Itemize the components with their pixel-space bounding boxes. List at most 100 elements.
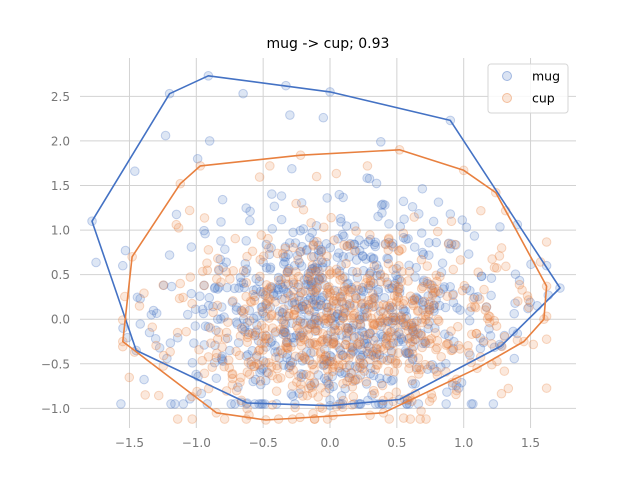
data-point-mug [294,258,305,268]
data-point-cup [311,318,322,329]
data-point-mug [314,320,325,330]
data-point-cup [315,383,326,393]
data-point-cup [407,344,417,355]
data-point-mug [417,247,428,258]
data-point-mug [270,340,280,351]
data-point-mug [448,343,459,354]
data-point-mug [346,368,357,379]
data-point-mug [166,399,176,409]
data-point-cup [302,324,313,335]
data-point-mug [342,279,352,289]
data-point-mug [445,282,455,292]
data-point-cup [365,275,376,286]
data-point-mug [443,238,454,249]
data-point-cup [205,323,216,333]
data-point-cup [517,285,527,295]
data-point-mug [309,306,319,317]
data-point-cup [363,302,374,313]
data-point-cup [322,288,333,298]
data-point-cup [433,286,444,296]
data-point-cup [330,325,341,336]
data-point-mug [248,376,258,387]
data-point-cup [491,321,502,331]
data-point-cup [405,291,416,301]
data-point-mug [523,303,533,314]
data-point-cup [280,243,291,254]
data-point-mug [296,330,307,341]
data-point-cup [317,273,328,284]
data-point-cup [429,283,440,294]
data-point-mug [349,239,359,249]
data-point-mug [318,262,328,272]
data-point-cup [280,279,291,289]
data-point-mug [296,372,307,383]
data-point-cup [199,368,210,379]
data-point-mug [222,282,232,293]
data-point-mug [120,245,131,256]
data-point-mug [436,362,446,372]
data-point-cup [275,324,286,335]
data-point-mug [317,292,328,303]
data-point-mug [314,274,324,285]
data-point-mug [280,242,291,252]
data-point-mug [328,381,339,392]
data-point-mug [356,326,367,336]
data-point-mug [329,337,339,348]
data-point-cup [371,360,382,370]
data-point-cup [393,348,404,358]
data-point-cup [242,403,252,414]
data-point-cup [499,332,510,342]
data-point-cup [259,338,270,348]
data-point-mug [451,380,462,391]
data-point-mug [396,334,407,345]
data-point-cup [294,291,304,302]
data-point-mug [319,291,329,301]
data-point-mug [280,257,290,267]
data-point-cup [455,255,466,265]
data-point-cup [275,373,286,383]
data-point-cup [312,282,323,293]
data-point-mug [338,251,349,262]
data-point-cup [267,370,277,381]
data-point-mug [164,250,175,260]
data-point-cup [474,294,485,304]
data-point-mug [361,254,371,264]
data-point-mug [172,332,183,343]
data-point-cup [401,321,412,331]
data-point-mug [383,254,394,264]
data-point-cup [270,297,281,307]
data-point-mug [287,163,297,174]
data-point-cup [443,239,454,249]
data-point-cup [320,387,331,398]
data-point-cup [426,283,436,294]
data-point-cup [416,283,427,294]
data-point-mug [231,317,242,327]
data-point-cup [217,342,227,353]
data-point-cup [365,343,375,353]
data-point-cup [241,277,252,288]
data-point-mug [441,358,451,369]
data-point-cup [207,362,218,373]
data-point-cup [327,307,337,318]
data-point-cup [238,266,249,276]
data-point-mug [510,269,521,279]
data-point-mug [440,329,450,339]
data-point-mug [261,342,272,352]
data-point-mug [318,360,329,371]
data-point-cup [293,255,303,265]
data-point-mug [219,312,229,322]
data-point-mug [366,350,377,360]
data-point-cup [326,268,336,278]
data-point-cup [308,241,318,251]
data-point-mug [310,262,320,273]
data-point-cup [329,324,340,334]
data-point-mug [431,237,442,248]
data-point-mug [388,375,398,385]
data-point-cup [203,245,214,255]
data-point-mug [217,351,227,362]
data-point-cup [459,280,470,291]
data-point-mug [330,319,341,330]
data-point-cup [396,276,407,287]
data-point-cup [501,261,511,272]
data-point-cup [325,269,335,280]
